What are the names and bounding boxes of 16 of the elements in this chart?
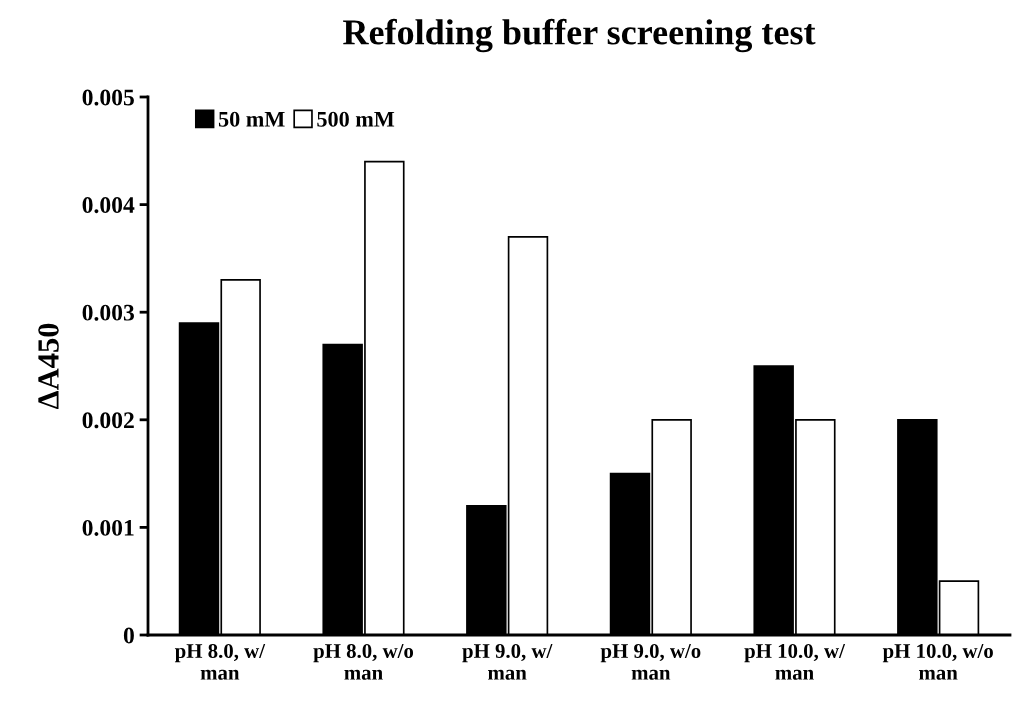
x-tick-label: pH 9.0, w/o man: [600, 643, 701, 680]
x-tick-label: pH 9.0, w/ man: [462, 643, 553, 680]
x-tick-label: pH 8.0, w/ man: [174, 643, 266, 680]
legend-label: 50 mM: [218, 111, 285, 127]
y-tick-label: 0.005: [82, 89, 134, 106]
y-tick-label: 0: [123, 627, 134, 644]
x-tick-label: pH 10.0, w/ man: [744, 643, 846, 680]
y-tick-label: 0.003: [82, 304, 134, 321]
legend-label: 500 mM: [317, 111, 395, 127]
y-tick-label: 0.001: [82, 519, 134, 536]
y-tick-label: 0.004: [82, 197, 135, 214]
chart-title: Refolding buffer screening test: [343, 18, 816, 53]
x-tick-label: pH 10.0, w/o man: [882, 643, 993, 680]
x-tick-label: pH 8.0, w/o man: [313, 643, 414, 680]
y-axis-title: ΔA450: [38, 323, 59, 410]
y-tick-label: 0.002: [82, 412, 134, 429]
